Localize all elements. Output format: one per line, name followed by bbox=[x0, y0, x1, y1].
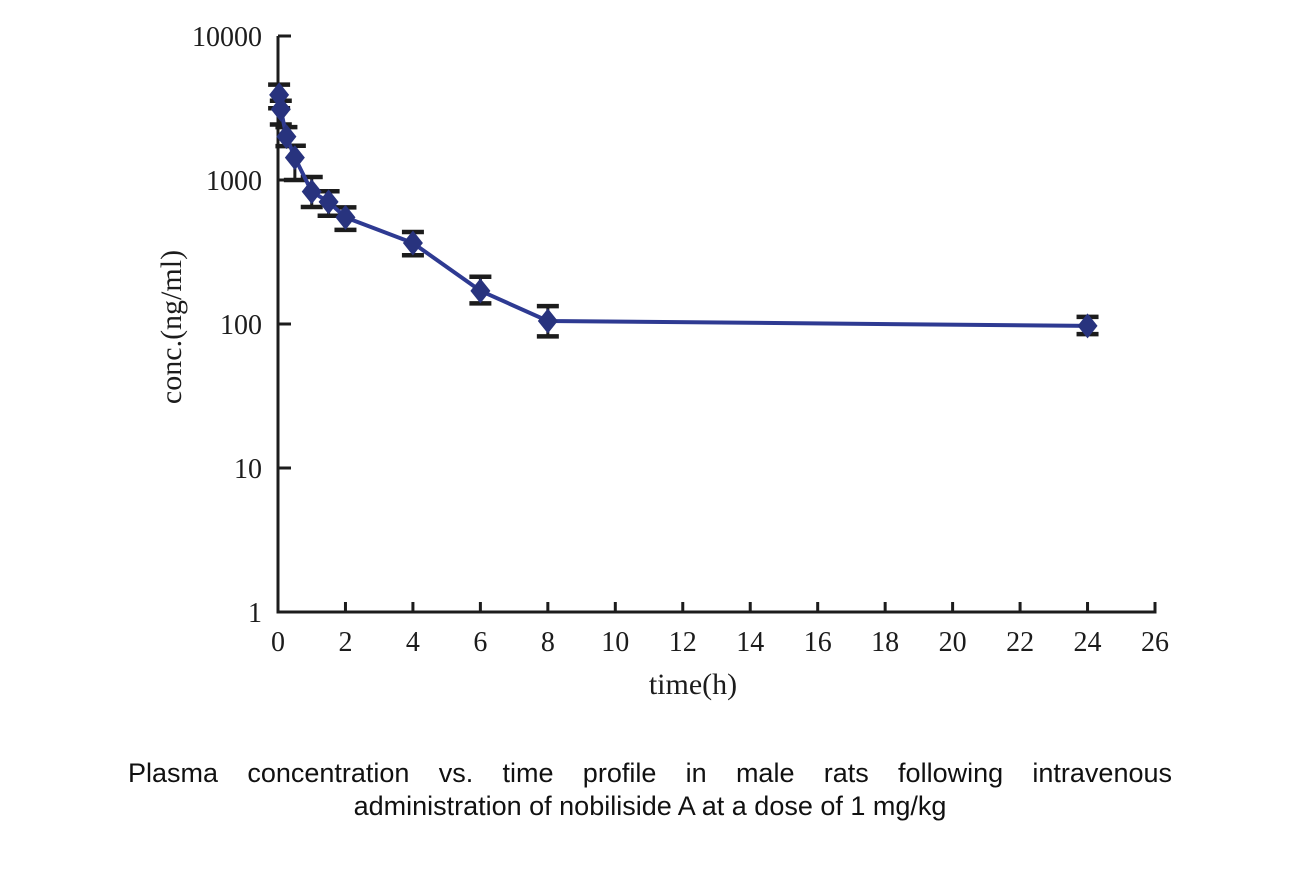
x-tick-label: 4 bbox=[406, 627, 420, 658]
caption-line-2: administration of nobiliside A at a dose… bbox=[353, 791, 947, 821]
data-point-marker bbox=[270, 96, 291, 122]
x-tick-label: 8 bbox=[541, 627, 555, 658]
x-tick-label: 24 bbox=[1074, 627, 1102, 658]
x-tick-label: 0 bbox=[271, 627, 285, 658]
data-point-marker bbox=[537, 308, 558, 334]
data-point-marker bbox=[284, 145, 305, 171]
y-tick-label: 10 bbox=[234, 454, 262, 485]
x-tick-label: 20 bbox=[939, 627, 967, 658]
x-tick-label: 2 bbox=[338, 627, 352, 658]
data-point-marker bbox=[301, 179, 322, 205]
x-tick-label: 22 bbox=[1006, 627, 1034, 658]
y-tick-label: 1 bbox=[248, 598, 262, 629]
y-tick-label: 100 bbox=[220, 310, 262, 341]
caption-line-1: Plasma concentration vs. time profile in… bbox=[128, 758, 1172, 788]
y-axis-title: conc.(ng/ml) bbox=[155, 249, 188, 405]
x-tick-label: 16 bbox=[804, 627, 832, 658]
series-line bbox=[277, 94, 1088, 328]
x-tick-label: 18 bbox=[871, 627, 899, 658]
data-point-marker bbox=[1077, 313, 1098, 339]
data-point-marker bbox=[335, 204, 356, 230]
figure-caption: Plasma concentration vs. time profile in… bbox=[128, 757, 1172, 823]
x-tick-label: 14 bbox=[736, 627, 764, 658]
data-point-marker bbox=[276, 124, 297, 150]
y-tick-label: 1000 bbox=[206, 166, 262, 197]
x-tick-label: 10 bbox=[601, 627, 629, 658]
x-tick-label: 12 bbox=[669, 627, 697, 658]
x-axis-title: time(h) bbox=[648, 668, 738, 701]
data-point-marker bbox=[318, 189, 339, 215]
y-tick-label: 10000 bbox=[192, 22, 262, 53]
data-point-marker bbox=[402, 230, 423, 256]
data-point-marker bbox=[470, 278, 491, 304]
x-tick-label: 26 bbox=[1141, 627, 1169, 658]
x-tick-label: 6 bbox=[473, 627, 487, 658]
